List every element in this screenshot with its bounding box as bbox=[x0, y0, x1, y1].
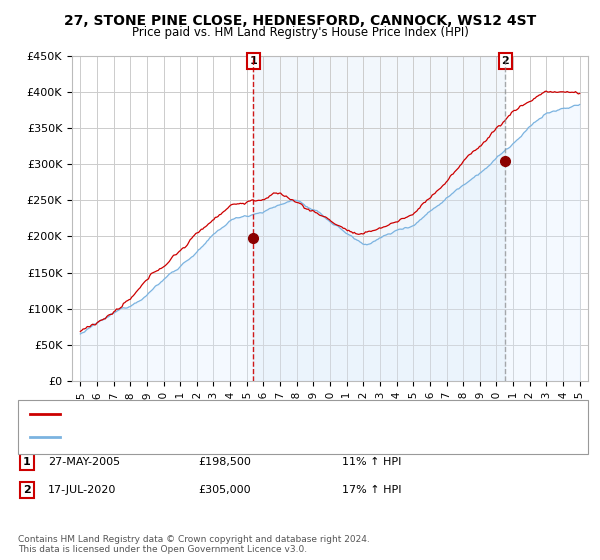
Text: Contains HM Land Registry data © Crown copyright and database right 2024.
This d: Contains HM Land Registry data © Crown c… bbox=[18, 535, 370, 554]
Text: £305,000: £305,000 bbox=[198, 485, 251, 495]
Bar bbox=[253, 56, 505, 381]
Text: 27-MAY-2005: 27-MAY-2005 bbox=[48, 457, 120, 467]
Text: 27, STONE PINE CLOSE, HEDNESFORD, CANNOCK, WS12 4ST: 27, STONE PINE CLOSE, HEDNESFORD, CANNOC… bbox=[64, 14, 536, 28]
Text: 17-JUL-2020: 17-JUL-2020 bbox=[48, 485, 116, 495]
Text: 17% ↑ HPI: 17% ↑ HPI bbox=[342, 485, 401, 495]
Text: £198,500: £198,500 bbox=[198, 457, 251, 467]
Text: 1: 1 bbox=[23, 457, 31, 467]
Text: 2: 2 bbox=[502, 56, 509, 66]
Text: HPI: Average price, detached house, Cannock Chase: HPI: Average price, detached house, Cann… bbox=[66, 432, 340, 442]
Text: 2: 2 bbox=[23, 485, 31, 495]
Text: Price paid vs. HM Land Registry's House Price Index (HPI): Price paid vs. HM Land Registry's House … bbox=[131, 26, 469, 39]
Text: 11% ↑ HPI: 11% ↑ HPI bbox=[342, 457, 401, 467]
Text: 1: 1 bbox=[250, 56, 257, 66]
Text: 27, STONE PINE CLOSE, HEDNESFORD, CANNOCK, WS12 4ST (detached house): 27, STONE PINE CLOSE, HEDNESFORD, CANNOC… bbox=[66, 409, 478, 419]
